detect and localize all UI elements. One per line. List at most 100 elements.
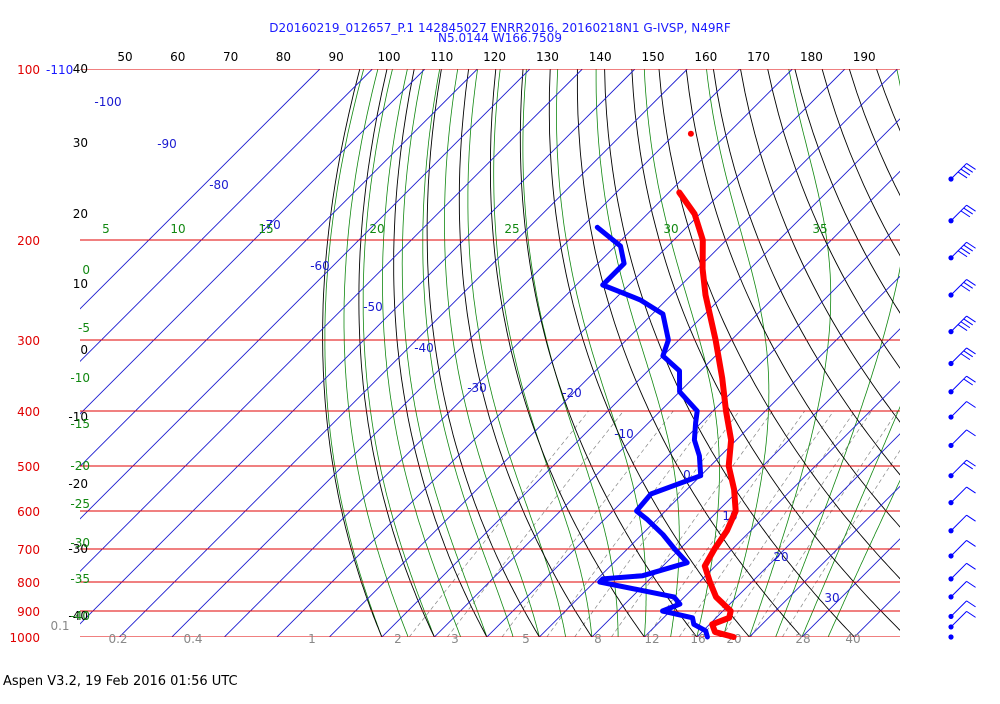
mixing-ratio-label: 12 [644,632,659,646]
isotherm-label: -30 [467,381,487,395]
wind-barb [948,540,975,558]
dry-adiabat-line [632,69,907,637]
pressure-tick-label: 600 [17,505,40,519]
dry-adiabat-line [577,69,802,637]
dry-adiabat-line [686,69,1000,637]
top-axis-label: 160 [694,50,717,64]
top-axis-label: 100 [378,50,401,64]
wet-adiabat-label: 5 [102,222,110,236]
mixing-ratio-line [782,411,926,637]
top-axis-label: 70 [223,50,238,64]
wind-barb [948,460,975,478]
isotherm-label: -40 [414,341,434,355]
wet-adiabat-line [325,69,382,637]
left-axis-label: 10 [73,277,88,291]
dry-adiabat-line [931,69,1000,637]
wind-barb-staff [951,515,967,531]
top-axis-label: 190 [853,50,876,64]
mixing-ratio-line [611,411,772,637]
wind-barb [948,563,975,581]
dry-adiabat-label: -20 [70,459,90,473]
isotherm-line [0,69,372,637]
footer-version-text: Aspen V3.2, 19 Feb 2016 01:56 UTC [3,674,238,689]
pressure-tick-label: 800 [17,576,40,590]
top-axis-label: 80 [276,50,291,64]
wet-adiabat-label: 30 [663,222,678,236]
dry-adiabat-line [659,69,959,637]
pressure-tick-label: 900 [17,605,40,619]
isotherm-line [802,69,1000,637]
wind-barb-flag [967,563,976,569]
wet-adiabat-line [644,69,719,637]
isotherm-line [907,69,1000,637]
isotherm-line [14,69,582,637]
wind-barb [948,279,975,297]
pressure-tick-label: 500 [17,460,40,474]
top-axis-label: 130 [536,50,559,64]
top-axis-label: 120 [483,50,506,64]
grid-lines [0,69,1000,637]
wind-barb [948,515,975,533]
isotherm-label: -100 [94,95,121,109]
wind-barb-dot [948,634,953,639]
mixing-ratio-line [547,411,714,637]
dry-adiabat-line [877,69,1000,637]
wet-adiabat-line [445,69,540,637]
wind-barb-column [948,163,975,639]
wind-barb-staff [951,581,967,597]
mixing-ratio-label: 8 [594,632,602,646]
dry-adiabat-label: -30 [70,536,90,550]
isotherm-label: -60 [310,259,330,273]
wind-barb [948,634,953,639]
mixing-ratio-label: 3 [451,632,459,646]
wind-barb-staff [951,402,967,418]
dry-adiabat-line [904,69,1000,637]
wet-adiabat-line [749,69,830,637]
wet-adiabat-label: 25 [504,222,519,236]
isotherm-label: 20 [773,550,788,564]
isotherm-line [224,69,792,637]
mixing-ratio-label: 40 [845,632,860,646]
wind-barb-flag [967,515,976,521]
isotherm-line [0,69,425,637]
top-axis-label: 180 [800,50,823,64]
mixing-ratio-line [447,411,623,637]
wet-adiabat-line [523,69,618,637]
left-axis-label: 0 [80,343,88,357]
wind-barb [948,242,975,260]
top-axis-label: 110 [430,50,453,64]
pressure-tick-label: 100 [17,63,40,77]
isotherm-label: -50 [363,300,383,314]
pressure-tick-label: 700 [17,543,40,557]
wind-barb-staff [951,430,967,446]
top-axis-label: 50 [117,50,132,64]
wind-barb [948,581,975,599]
wind-barb-staff [951,460,967,476]
wind-barb-flag [967,430,976,436]
left-axis-label: 30 [73,136,88,150]
chart-subtitle: N5.0144 W166.7509 [438,31,562,45]
isotherm-line [0,69,320,637]
dry-adiabat-line [713,69,1000,637]
wind-barb [948,487,975,505]
wind-barb [948,402,975,420]
wind-barb-flag [967,601,976,607]
wind-barb [948,316,975,334]
wind-barb-flag [967,540,976,546]
top-axis-label: 150 [642,50,665,64]
wind-barb-flag [967,581,976,587]
isotherm-label: -10 [614,427,634,441]
top-axis-label: 170 [747,50,770,64]
wind-barb-staff [951,540,967,556]
left-axis-label: -20 [68,477,88,491]
wind-barb-staff [951,487,967,503]
wind-barb-flag [967,402,976,408]
dry-adiabat-label: 0 [82,263,90,277]
isotherm-label: 30 [824,591,839,605]
wind-barb [948,163,975,181]
wind-barb-staff [951,563,967,579]
dry-adiabat-line [849,69,1000,637]
dry-adiabat-label: -40 [70,609,90,623]
dry-adiabat-label: -15 [70,417,90,431]
wind-barb [948,430,975,448]
